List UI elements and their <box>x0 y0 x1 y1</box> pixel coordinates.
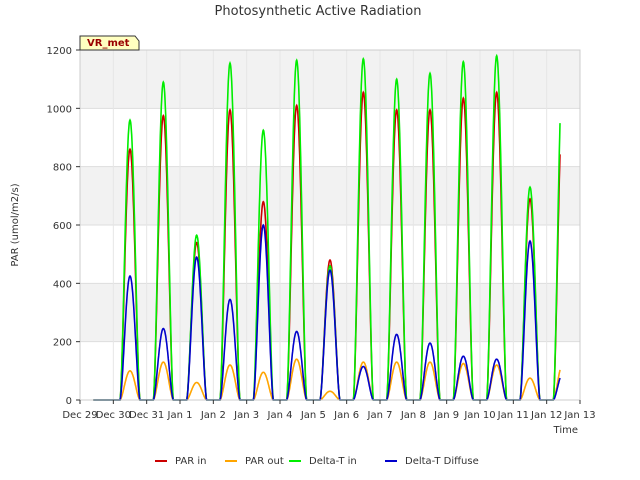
background-band <box>80 50 580 109</box>
background-band <box>80 108 580 167</box>
y-tick-label: 800 <box>53 163 72 174</box>
background-band <box>80 166 580 225</box>
y-tick-label: 400 <box>53 279 72 290</box>
y-tick-label: 200 <box>53 338 72 349</box>
background-band <box>80 225 580 284</box>
x-tick-label: Jan 10 <box>463 410 495 421</box>
y-axis: 0 200 400 600 800 1000 1200 <box>47 46 80 407</box>
y-tick-label: 1000 <box>47 104 72 115</box>
x-axis-label: Time <box>553 425 578 436</box>
x-tick-label: Jan 7 <box>367 410 393 421</box>
background-band <box>80 283 580 342</box>
x-tick-label: Dec 31 <box>129 410 164 421</box>
legend: PAR in PAR out Delta-T in Delta-T Diffuse <box>155 456 479 467</box>
legend-label: PAR in <box>175 456 206 467</box>
legend-label: Delta-T in <box>309 456 357 467</box>
background-band <box>80 341 580 400</box>
background-bands <box>80 50 580 400</box>
y-tick-label: 1200 <box>47 46 72 57</box>
x-tick-label: Jan 11 <box>497 410 529 421</box>
site-badge-label: VR_met <box>87 38 130 49</box>
x-tick-label: Jan 6 <box>333 410 359 421</box>
x-tick-label: Jan 2 <box>200 410 226 421</box>
x-tick-label: Jan 1 <box>167 410 193 421</box>
legend-label: PAR out <box>245 456 284 467</box>
x-tick-label: Jan 4 <box>267 410 293 421</box>
site-badge: VR_met <box>79 35 140 51</box>
x-tick-label: Dec 30 <box>96 410 131 421</box>
x-tick-label: Jan 12 <box>530 410 562 421</box>
x-tick-label: Jan 13 <box>563 410 595 421</box>
x-tick-label: Jan 5 <box>300 410 326 421</box>
x-tick-label: Dec 29 <box>62 410 97 421</box>
y-tick-label: 600 <box>53 221 72 232</box>
legend-label: Delta-T Diffuse <box>405 456 479 467</box>
x-tick-label: Jan 8 <box>400 410 426 421</box>
y-axis-label: PAR (umol/m2/s) <box>10 183 21 266</box>
chart-title: Photosynthetic Active Radiation <box>215 4 422 19</box>
x-tick-label: Jan 3 <box>233 410 259 421</box>
y-tick-label: 0 <box>66 396 72 407</box>
x-tick-label: Jan 9 <box>433 410 459 421</box>
